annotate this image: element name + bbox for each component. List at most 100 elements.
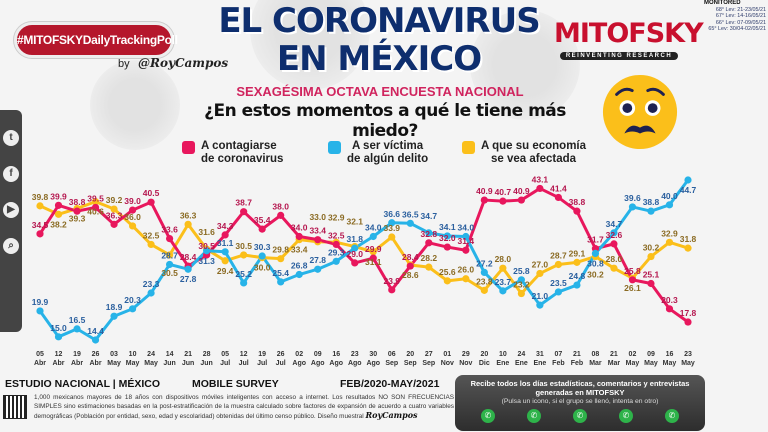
search-icon[interactable]: ⌕ [3,238,19,254]
data-point [91,203,100,212]
data-point [554,260,563,269]
data-label: 35.4 [254,215,271,225]
x-tick-day: 26 [277,351,285,358]
data-label: 28.0 [495,254,512,264]
data-point [388,286,396,294]
data-point [147,198,155,206]
data-point [573,281,581,289]
data-label: 40.9 [513,186,530,196]
hashtag-badge[interactable]: #MITOFSKYDailyTrackingPoll [14,22,178,58]
x-tick-day: 29 [462,351,470,358]
x-tick-day: 20 [406,351,414,358]
data-label: 36.3 [180,210,197,220]
data-label: 33.6 [161,225,178,235]
data-label: 36.3 [106,210,123,220]
x-tick-day: 03 [110,351,118,358]
data-label: 34.3 [217,221,234,231]
data-label: 26.1 [624,283,641,293]
x-tick-day: 26 [92,351,100,358]
legend-item-economia: A que su economía se vea afectada [462,140,586,166]
data-label: 44.7 [680,185,697,195]
x-tick-day: 24 [517,351,525,358]
data-point [221,248,229,256]
x-tick-day: 24 [147,351,155,358]
data-point [499,197,507,205]
data-point [240,279,248,287]
x-tick-day: 02 [295,351,303,358]
data-point [406,262,414,270]
data-point [647,252,655,261]
whatsapp-icon[interactable]: ✆ [481,409,495,423]
x-tick-day: 19 [258,351,266,358]
data-point [610,240,618,248]
youtube-icon[interactable]: ▶ [3,202,19,218]
data-label: 30.5 [235,241,252,251]
data-label: 32.6 [606,230,623,240]
data-point [369,254,377,262]
data-point [425,263,433,271]
methodology-body: 1,000 mexicanos mayores de 18 años con d… [34,394,454,420]
data-point [480,196,488,204]
legend-item-delito: A ser víctima de algún delito [328,140,428,166]
x-tick-month: Jul [276,360,286,367]
monitored-title: MONITORED [704,0,741,6]
data-point [128,305,137,313]
data-label: 31.8 [346,234,363,244]
legend-label: de coronavirus [201,153,284,165]
data-label: 32.1 [346,217,363,227]
x-tick-month: Feb [552,360,564,367]
data-label: 36.6 [383,209,400,219]
data-label: 31.3 [198,256,215,266]
whatsapp-icon[interactable]: ✆ [619,409,633,423]
x-tick-day: 02 [629,351,637,358]
data-point [684,318,692,326]
data-point [91,198,100,206]
legend-label: se vea afectada [490,153,577,165]
data-label: 31.8 [680,234,697,244]
whatsapp-icon[interactable]: ✆ [527,409,541,423]
data-point [369,232,377,241]
monitored-item: 68° Lev: 21-23/05/21 [715,6,766,13]
facebook-icon[interactable]: f [3,166,19,182]
x-tick-month: Nov [459,360,472,367]
data-point [443,243,451,251]
x-tick-month: Abr [34,360,46,367]
x-tick-month: Jun [200,360,212,367]
qr-code[interactable] [3,395,27,419]
data-label: 23.3 [143,279,160,289]
whatsapp-icon[interactable]: ✆ [573,409,587,423]
data-point [73,207,81,215]
data-label: 39.0 [124,196,141,206]
data-label: 23.5 [550,278,567,288]
twitter-icon[interactable]: t [3,130,19,146]
data-label: 25.6 [439,267,456,277]
x-tick-day: 23 [351,351,359,358]
x-tick-day: 28 [203,351,211,358]
data-point [54,210,63,218]
x-tick-month: Dic [479,360,490,367]
data-point [647,207,655,215]
data-label: 31.1 [217,238,234,248]
data-point [147,289,155,297]
whatsapp-icon[interactable]: ✆ [665,409,679,423]
data-point [166,235,174,243]
data-point [221,231,229,239]
legend-item-contagio: A contagiarse de coronavirus [182,140,283,166]
line-chart: 05 Abr 12 Abr 19 Abr 26 Abr 03 May 10 May 24 May 14 Jun… [32,174,697,367]
data-label: 15.0 [50,323,67,333]
data-point [517,276,525,284]
data-point [54,201,63,209]
data-label: 23.8 [476,276,493,286]
data-point [665,305,674,313]
data-label: 34.0 [291,222,308,232]
x-tick-day: 14 [166,351,174,358]
data-point [277,211,285,219]
data-point [628,203,637,211]
x-tick-day: 19 [73,351,81,358]
x-tick-month: Sep [404,360,417,367]
virus-background [470,10,580,120]
x-tick-day: 21 [573,351,581,358]
x-tick-day: 01 [443,351,451,358]
x-tick-month: Abr [52,360,64,367]
data-label: 30.2 [587,270,604,280]
